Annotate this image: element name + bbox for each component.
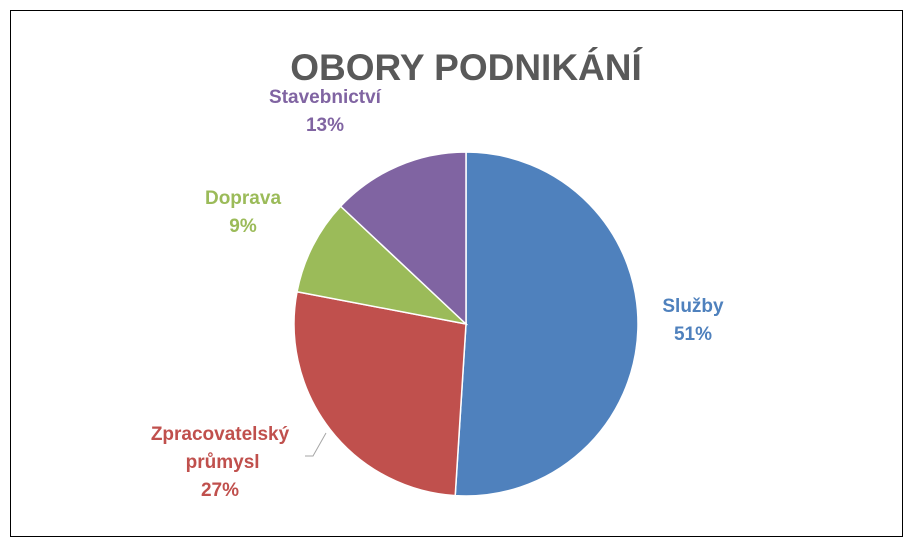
category-label: Doprava xyxy=(205,188,281,209)
pie-slice xyxy=(454,151,639,497)
category-label: Zpracovatelský průmysl xyxy=(151,424,290,473)
value-label: 51% xyxy=(674,324,712,345)
data-label: Zpracovatelský průmysl 27% xyxy=(151,424,290,501)
data-label: Služby 51% xyxy=(662,296,724,345)
chart-title: OBORY PODNIKÁNÍ xyxy=(290,47,643,88)
pie-slice xyxy=(293,290,467,497)
category-label: Stavebnictví xyxy=(269,87,382,108)
value-label: 13% xyxy=(306,115,344,136)
pie-slice xyxy=(339,151,467,326)
leader-line xyxy=(305,432,327,457)
value-label: 27% xyxy=(201,480,239,501)
category-label: Služby xyxy=(662,296,724,317)
value-label: 9% xyxy=(229,216,257,237)
data-label: Stavebnictví 13% xyxy=(269,87,382,136)
pie-slice xyxy=(296,205,469,326)
data-label: Doprava 9% xyxy=(205,188,281,237)
